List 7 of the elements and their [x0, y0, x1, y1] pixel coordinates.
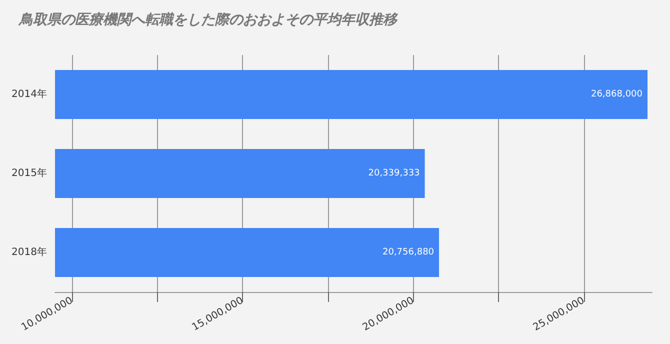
data-label: 20,339,333	[368, 168, 420, 178]
data-label: 26,868,000	[590, 90, 643, 100]
data-label: 20,756,880	[382, 248, 434, 258]
y-tick-label: 2015年	[12, 167, 47, 179]
y-tick-label: 2014年	[12, 88, 47, 100]
y-tick-label: 2018年	[12, 246, 47, 258]
chart-title: 鳥取県の医療機関へ転職をした際のおおよその平均年収推移	[18, 11, 399, 28]
